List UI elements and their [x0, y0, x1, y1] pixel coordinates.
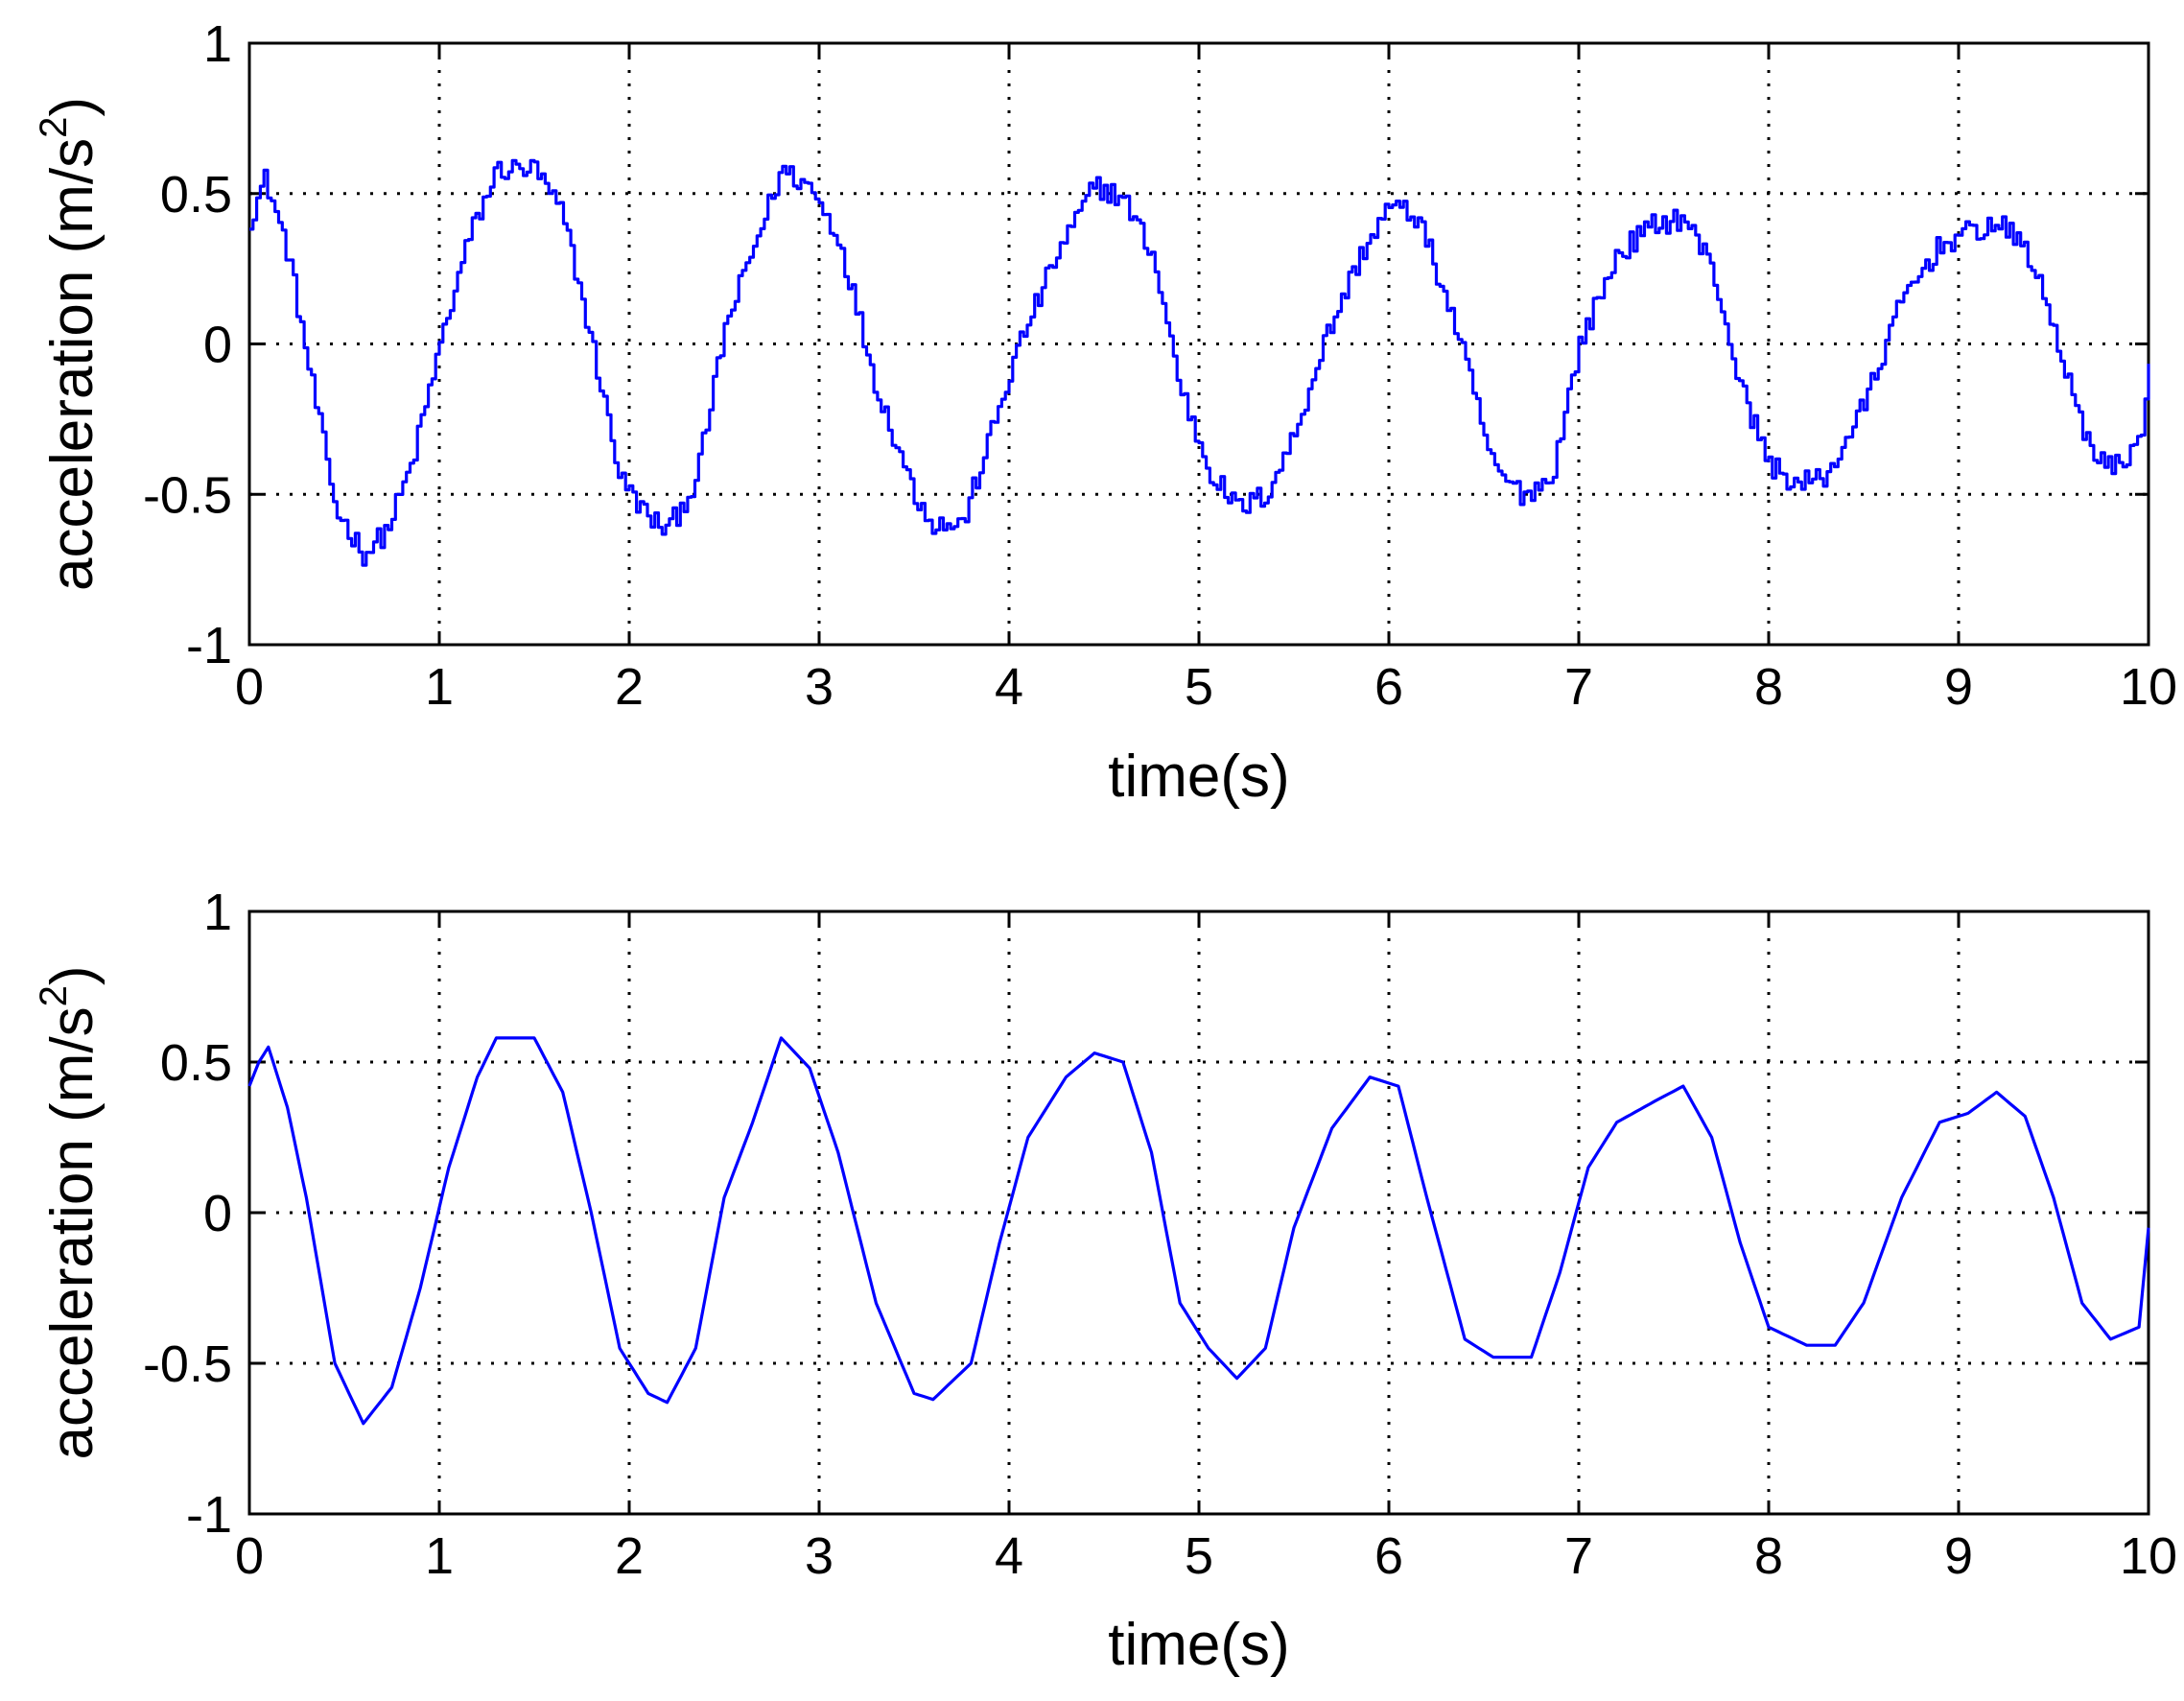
- top-x-tick-label: 1: [425, 658, 454, 716]
- top-x-tick-label: 7: [1564, 658, 1593, 716]
- bottom-x-tick-label: 9: [1944, 1527, 1973, 1585]
- bottom-y-tick-label: 1: [203, 884, 232, 941]
- bottom-y-tick-label: -0.5: [143, 1335, 232, 1393]
- bottom-tick-marks: [247, 910, 2150, 1516]
- top-y-tick-label: 1: [203, 15, 232, 73]
- bottom-x-axis-label: time(s): [1108, 1612, 1289, 1678]
- top-y-tick-label: 0.5: [160, 166, 232, 224]
- top-x-axis-label: time(s): [1108, 744, 1289, 810]
- top-x-tick-labels: 0 1 2 3 4 5 6 7 8 9 10: [235, 658, 2177, 716]
- bottom-y-tick-label: -1: [186, 1486, 232, 1544]
- top-acceleration-line: [249, 158, 2150, 567]
- bottom-x-tick-label: 0: [235, 1527, 264, 1585]
- bottom-x-tick-label: 10: [2120, 1527, 2177, 1585]
- bottom-y-tick-labels: -1 -0.5 0 0.5 1: [143, 884, 232, 1544]
- bottom-chart-panel: 0 1 2 3 4 5 6 7 8 9 10 -1 -0.5 0 0.5 1 t…: [33, 884, 2177, 1678]
- bottom-y-axis-label-main: acceleration (m/s: [39, 1006, 106, 1459]
- top-x-tick-label: 0: [235, 658, 264, 716]
- top-x-tick-label: 10: [2120, 658, 2177, 716]
- bottom-y-axis-label-close: ): [39, 966, 106, 986]
- top-x-tick-label: 8: [1754, 658, 1783, 716]
- top-y-tick-label: 0: [203, 317, 232, 374]
- bottom-x-tick-label: 4: [995, 1527, 1023, 1585]
- top-y-tick-label: -1: [186, 617, 232, 674]
- bottom-y-tick-label: 0.5: [160, 1034, 232, 1092]
- bottom-x-tick-labels: 0 1 2 3 4 5 6 7 8 9 10: [235, 1527, 2177, 1585]
- bottom-x-tick-label: 2: [615, 1527, 644, 1585]
- top-y-tick-labels: -1 -0.5 0 0.5 1: [143, 15, 232, 674]
- bottom-y-axis-label: acceleration (m/s2): [33, 966, 106, 1460]
- bottom-x-tick-label: 3: [805, 1527, 834, 1585]
- top-x-tick-label: 3: [805, 658, 834, 716]
- bottom-x-tick-label: 6: [1374, 1527, 1403, 1585]
- top-y-axis-label: acceleration (m/s2): [33, 97, 106, 591]
- top-tick-marks: [247, 41, 2150, 647]
- top-y-axis-label-close: ): [39, 97, 106, 117]
- bottom-x-tick-label: 7: [1564, 1527, 1593, 1585]
- bottom-y-tick-label: 0: [203, 1185, 232, 1242]
- top-y-axis-label-superscript: 2: [33, 117, 75, 138]
- top-chart-panel: 0 1 2 3 4 5 6 7 8 9 10 -1 -0.5 0 0.5 1 t…: [33, 15, 2177, 810]
- top-x-tick-label: 2: [615, 658, 644, 716]
- top-x-tick-label: 4: [995, 658, 1023, 716]
- top-y-tick-label: -0.5: [143, 466, 232, 524]
- bottom-y-axis-label-superscript: 2: [33, 985, 75, 1006]
- top-x-tick-label: 5: [1185, 658, 1213, 716]
- top-x-tick-label: 9: [1944, 658, 1973, 716]
- bottom-x-tick-label: 8: [1754, 1527, 1783, 1585]
- bottom-x-tick-label: 1: [425, 1527, 454, 1585]
- bottom-acceleration-line: [247, 1036, 2150, 1426]
- bottom-x-tick-label: 5: [1185, 1527, 1213, 1585]
- top-y-axis-label-main: acceleration (m/s: [39, 138, 106, 591]
- top-x-tick-label: 6: [1374, 658, 1403, 716]
